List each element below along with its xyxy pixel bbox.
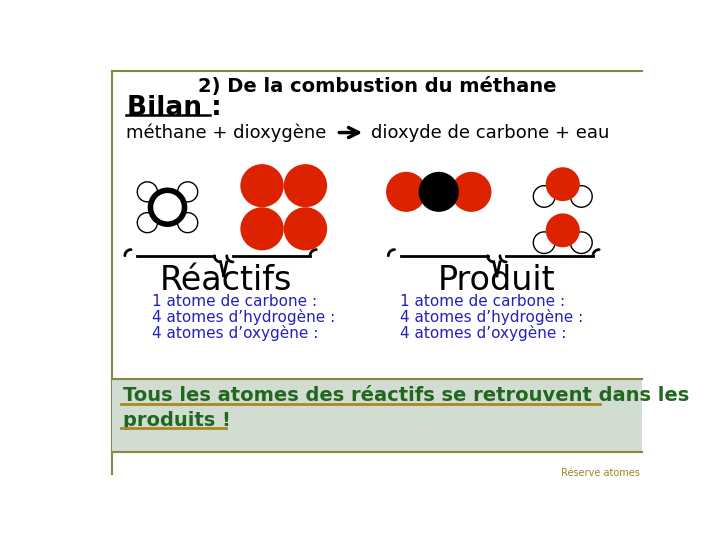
Circle shape: [570, 232, 593, 253]
Text: Bilan :: Bilan :: [127, 95, 222, 121]
Text: 4 atomes d’hydrogène :: 4 atomes d’hydrogène :: [152, 309, 336, 326]
Circle shape: [570, 186, 593, 207]
Circle shape: [418, 172, 459, 212]
Text: Produit: Produit: [438, 264, 556, 297]
Text: 2) De la combustion du méthane: 2) De la combustion du méthane: [197, 77, 556, 96]
Text: 4 atomes d’hydrogène :: 4 atomes d’hydrogène :: [400, 309, 583, 326]
Text: Réserve atomes: Réserve atomes: [562, 468, 640, 478]
Text: méthane + dioxygène: méthane + dioxygène: [126, 123, 326, 142]
Bar: [112, 379, 642, 452]
Text: dioxyde de carbone + eau: dioxyde de carbone + eau: [371, 124, 609, 141]
Circle shape: [546, 213, 580, 247]
Text: Tous les atomes des réactifs se retrouvent dans les: Tous les atomes des réactifs se retrouve…: [122, 387, 689, 406]
Circle shape: [138, 213, 158, 233]
Text: 4 atomes d’oxygène :: 4 atomes d’oxygène :: [400, 325, 567, 341]
Circle shape: [284, 207, 327, 251]
Text: 1 atome de carbone :: 1 atome de carbone :: [152, 294, 317, 309]
Circle shape: [546, 167, 580, 201]
Text: 4 atomes d’oxygène :: 4 atomes d’oxygène :: [152, 325, 318, 341]
Circle shape: [534, 232, 555, 253]
Circle shape: [138, 182, 158, 202]
Circle shape: [178, 182, 198, 202]
Circle shape: [240, 164, 284, 207]
Circle shape: [534, 186, 555, 207]
Text: Réactifs: Réactifs: [159, 264, 292, 297]
Circle shape: [178, 213, 198, 233]
Circle shape: [150, 190, 184, 224]
Text: produits !: produits !: [122, 411, 230, 430]
Circle shape: [240, 207, 284, 251]
Circle shape: [284, 164, 327, 207]
Text: 1 atome de carbone :: 1 atome de carbone :: [400, 294, 565, 309]
Circle shape: [451, 172, 492, 212]
Circle shape: [386, 172, 426, 212]
